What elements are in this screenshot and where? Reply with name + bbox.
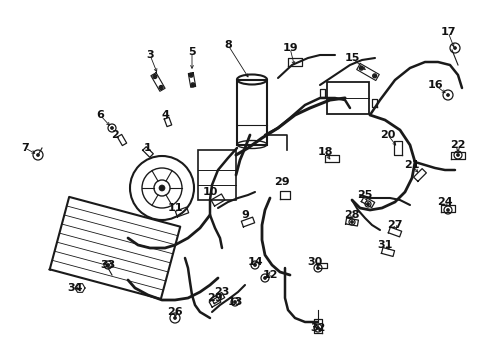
Circle shape xyxy=(159,185,165,191)
Text: 33: 33 xyxy=(100,260,116,270)
Circle shape xyxy=(153,75,156,78)
Text: 17: 17 xyxy=(440,27,456,37)
Circle shape xyxy=(317,327,319,329)
Text: 19: 19 xyxy=(282,43,298,53)
Circle shape xyxy=(457,153,460,157)
Circle shape xyxy=(350,220,353,224)
Bar xyxy=(198,150,236,200)
Bar xyxy=(237,80,267,144)
Circle shape xyxy=(373,75,376,77)
Circle shape xyxy=(173,316,176,320)
Text: 9: 9 xyxy=(241,210,249,220)
Text: 22: 22 xyxy=(450,140,466,150)
Circle shape xyxy=(36,153,40,157)
Circle shape xyxy=(454,46,457,50)
Text: 4: 4 xyxy=(161,110,169,120)
Text: 11: 11 xyxy=(167,203,183,213)
Text: 1: 1 xyxy=(144,143,152,153)
Text: 26: 26 xyxy=(167,307,183,317)
Text: 13: 13 xyxy=(227,297,243,307)
Circle shape xyxy=(190,74,193,77)
Text: 24: 24 xyxy=(437,197,453,207)
Text: 6: 6 xyxy=(96,110,104,120)
Text: 28: 28 xyxy=(344,210,360,220)
Text: 7: 7 xyxy=(21,143,29,153)
Text: 2: 2 xyxy=(111,130,119,140)
Text: 18: 18 xyxy=(317,147,333,157)
Text: 15: 15 xyxy=(344,53,360,63)
Circle shape xyxy=(234,301,237,303)
Text: 5: 5 xyxy=(188,47,196,57)
Circle shape xyxy=(111,126,114,130)
Circle shape xyxy=(264,276,267,279)
Text: 25: 25 xyxy=(357,190,373,200)
Circle shape xyxy=(446,208,449,212)
Circle shape xyxy=(253,264,256,266)
Text: 29: 29 xyxy=(207,293,223,303)
Text: 30: 30 xyxy=(307,257,322,267)
Text: 3: 3 xyxy=(146,50,154,60)
Text: 21: 21 xyxy=(404,160,420,170)
Text: 10: 10 xyxy=(202,187,218,197)
Text: 34: 34 xyxy=(67,283,83,293)
Text: 31: 31 xyxy=(377,240,392,250)
Text: 23: 23 xyxy=(214,287,230,297)
Circle shape xyxy=(192,83,195,86)
Circle shape xyxy=(446,94,449,96)
Text: 32: 32 xyxy=(310,323,326,333)
Text: 29: 29 xyxy=(274,177,290,187)
Circle shape xyxy=(106,264,109,266)
Text: 27: 27 xyxy=(387,220,403,230)
Circle shape xyxy=(360,67,363,69)
Circle shape xyxy=(317,266,319,270)
Text: 12: 12 xyxy=(262,270,278,280)
Text: 8: 8 xyxy=(224,40,232,50)
Text: 14: 14 xyxy=(247,257,263,267)
Circle shape xyxy=(160,86,163,89)
Text: 16: 16 xyxy=(427,80,443,90)
Bar xyxy=(327,82,369,114)
Circle shape xyxy=(367,202,369,206)
Text: 20: 20 xyxy=(380,130,396,140)
